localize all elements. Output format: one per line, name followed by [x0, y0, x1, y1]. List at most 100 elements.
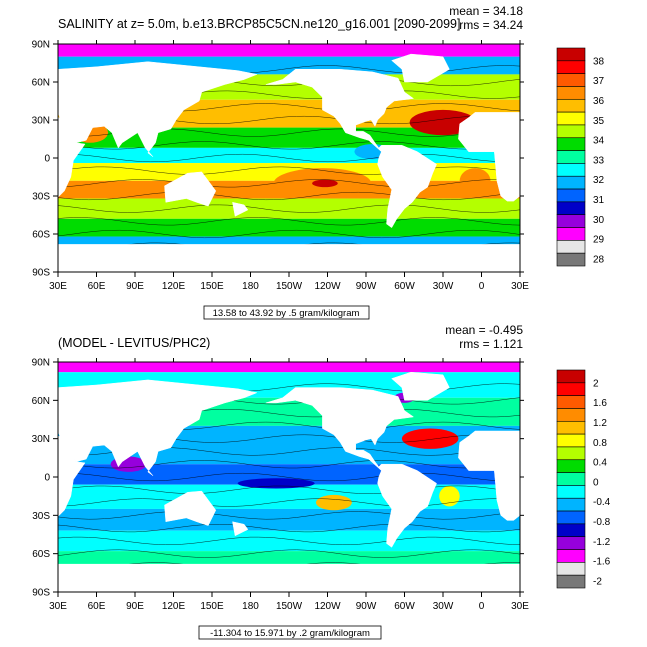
colorbar-swatch: [556, 201, 586, 216]
colorbar-swatch: [556, 188, 586, 203]
colorbar-swatch: [556, 98, 586, 113]
colorbar-label: -2: [593, 577, 602, 588]
x-tick-label: 90W: [356, 601, 377, 612]
y-tick-label: 90N: [32, 358, 50, 369]
x-tick-label: 60E: [88, 281, 106, 292]
x-tick-label: 30W: [433, 281, 454, 292]
ocean-feature: [439, 485, 460, 507]
x-tick-label: 60W: [394, 601, 415, 612]
y-tick-label: 60N: [32, 78, 50, 89]
y-tick-label: 90N: [32, 40, 50, 51]
colorbar-label: 29: [593, 235, 605, 246]
contour-line: [58, 524, 520, 533]
ocean-band: [58, 44, 520, 57]
contour-line: [58, 460, 520, 469]
panel-1-axes: 30E 60E 90E 120E 150E 180 150W 120W 90W 60W 30W 0 30…: [32, 40, 530, 293]
colorbar-swatch: [556, 408, 586, 422]
x-tick-label: 120W: [314, 601, 341, 612]
contour-line: [58, 549, 520, 558]
colorbar-label: 32: [593, 175, 605, 186]
x-tick-label: 150E: [200, 281, 224, 292]
colorbar-swatch: [556, 60, 586, 74]
panel-1-colorbar: 38 37 36 35 34 33 32 31 30 29 28: [556, 47, 605, 267]
land-mass: [265, 69, 437, 229]
x-tick-label: 30E: [49, 601, 67, 612]
colorbar-label: 34: [593, 136, 605, 147]
colorbar-swatch: [556, 124, 586, 139]
panel-salinity: SALINITY at z= 5.0m, b.e13.BRCP85C5CN.ne…: [32, 4, 605, 320]
colorbar-swatch: [556, 240, 586, 254]
land-mass: [164, 490, 217, 526]
colorbar-label: 35: [593, 116, 605, 127]
land-mass: [58, 563, 520, 592]
colorbar-swatch: [556, 433, 586, 448]
panel-2-rms: rms = 1.121: [459, 337, 523, 351]
land-mass: [58, 244, 520, 272]
contour-line: [58, 204, 520, 213]
contour-line: [58, 536, 520, 545]
x-tick-label: 0: [479, 281, 485, 292]
colorbar-swatch: [556, 382, 586, 396]
x-tick-label: 150W: [276, 601, 303, 612]
y-tick-label: 0: [44, 473, 50, 484]
x-tick-label: 180: [242, 601, 259, 612]
colorbar-swatch: [556, 163, 586, 177]
panel-2-title: (MODEL - LEVITUS/PHC2): [58, 336, 210, 350]
panel-1-range-label: 13.58 to 43.92 by .5 gram/kilogram: [213, 308, 360, 319]
colorbar-swatch: [556, 150, 586, 164]
y-tick-label: 60N: [32, 396, 50, 407]
x-tick-label: 30E: [49, 281, 67, 292]
colorbar-swatch: [556, 369, 586, 384]
colorbar-label: -1.6: [593, 557, 611, 568]
panel-2-axes: 30E 60E 90E 120E 150E 180 150W 120W 90W 60W 30W 0 30…: [32, 358, 530, 613]
colorbar-swatch: [556, 510, 586, 525]
y-tick-label: 30N: [32, 116, 50, 127]
colorbar-label: 33: [593, 155, 605, 166]
colorbar-swatch: [556, 395, 586, 409]
colorbar-label: 38: [593, 56, 605, 67]
colorbar-swatch: [556, 485, 586, 499]
colorbar-label: 0.4: [593, 458, 607, 469]
contour-line: [58, 229, 520, 239]
land-mass: [58, 379, 258, 476]
contour-line: [58, 166, 520, 175]
y-tick-label: 0: [44, 154, 50, 165]
colorbar-swatch: [556, 446, 586, 461]
colorbar-swatch: [556, 175, 586, 190]
colorbar-swatch: [556, 86, 586, 100]
ocean-band: [58, 530, 520, 552]
colorbar-swatch: [556, 459, 586, 473]
colorbar-swatch: [556, 73, 586, 87]
panel-2-range-label: -11.304 to 15.971 by .2 gram/kilogram: [210, 628, 370, 639]
colorbar-label: 0: [593, 477, 599, 488]
colorbar-swatch: [556, 562, 586, 576]
panel-1-range-box: [203, 305, 370, 320]
y-tick-label: 90S: [32, 588, 50, 599]
x-tick-label: 120E: [162, 601, 186, 612]
ocean-band: [58, 218, 520, 237]
ocean-feature: [237, 478, 315, 489]
y-tick-label: 90S: [32, 268, 50, 279]
ocean-feature: [315, 494, 352, 511]
colorbar-swatch: [556, 472, 586, 486]
x-tick-label: 90E: [126, 281, 144, 292]
x-tick-label: 30W: [433, 601, 454, 612]
colorbar-swatch: [556, 47, 586, 62]
land-mass: [265, 387, 437, 548]
contour-line: [58, 498, 520, 507]
colorbar-label: 1.6: [593, 398, 607, 409]
colorbar-swatch: [556, 111, 586, 126]
x-tick-label: 120W: [314, 281, 341, 292]
colorbar-swatch: [556, 137, 586, 151]
contour-line: [58, 511, 520, 520]
x-tick-label: 150W: [276, 281, 303, 292]
ocean-band: [58, 198, 520, 219]
x-tick-label: 30E: [511, 281, 529, 292]
colorbar-label: 30: [593, 215, 605, 226]
land-mass: [458, 112, 520, 202]
colorbar-swatch: [556, 536, 586, 550]
colorbar-label: -1.2: [593, 537, 611, 548]
y-tick-label: 60S: [32, 549, 50, 560]
colorbar-swatch: [556, 227, 586, 241]
